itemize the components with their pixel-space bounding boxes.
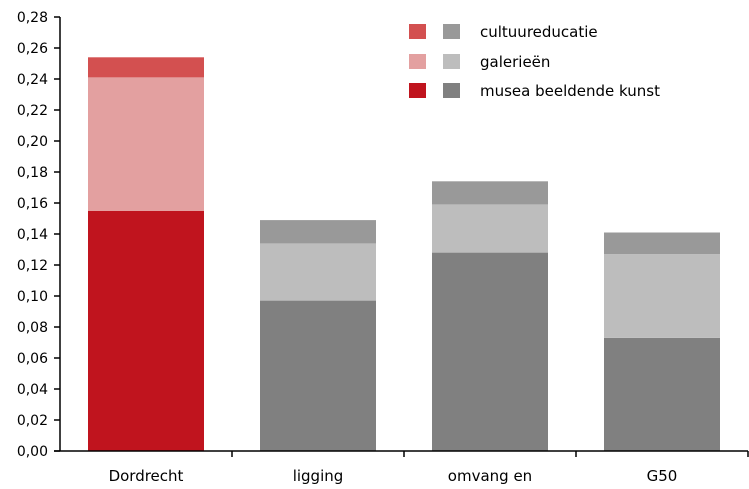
y-tick-label: 0,22 [17, 103, 48, 119]
y-tick-label: 0,16 [17, 196, 48, 212]
x-tick-label: Dordrecht [109, 467, 184, 485]
y-tick-label: 0,18 [17, 165, 48, 181]
bar-segment-g50-series-2 [604, 232, 720, 255]
legend-swatch-highlight [409, 24, 426, 39]
legend-swatch-highlight [409, 54, 426, 69]
bar-segment-ligging-series-0 [260, 300, 376, 451]
bar-segment-omvang-en-series-2 [432, 181, 548, 205]
legend: cultuureducatie galerieën musea beeldende … [409, 23, 660, 100]
bar-segment-g50-series-0 [604, 337, 720, 451]
legend-label: musea beeldende kunst [480, 82, 660, 100]
y-tick-label: 0,02 [17, 413, 48, 429]
y-tick-label: 0,28 [17, 10, 48, 26]
y-tick-label: 0,24 [17, 72, 48, 88]
bar-segment-omvang-en-series-0 [432, 252, 548, 451]
legend-swatch-highlight [409, 83, 426, 98]
bar-segment-dordrecht-series-0 [88, 210, 204, 451]
x-tick-label: omvang en [448, 467, 532, 485]
y-tick-label: 0,10 [17, 289, 48, 305]
x-tick-label: G50 [647, 467, 678, 485]
legend-swatch-default [443, 54, 460, 69]
bars-layer [88, 57, 720, 451]
y-tick-label: 0,00 [17, 444, 48, 460]
bar-segment-dordrecht-series-1 [88, 77, 204, 211]
y-tick-label: 0,20 [17, 134, 48, 150]
legend-swatch-default [443, 24, 460, 39]
y-tick-label: 0,14 [17, 227, 48, 243]
legend-label: galerieën [480, 53, 550, 71]
y-tick-label: 0,12 [17, 258, 48, 274]
bar-segment-ligging-series-1 [260, 243, 376, 301]
legend-label: cultuureducatie [480, 23, 598, 41]
y-tick-label: 0,26 [17, 41, 48, 57]
y-tick-label: 0,08 [17, 320, 48, 336]
legend-swatch-default [443, 83, 460, 98]
bar-segment-g50-series-1 [604, 254, 720, 338]
x-tick-label: ligging [293, 467, 344, 485]
bar-segment-omvang-en-series-1 [432, 204, 548, 253]
bar-segment-ligging-series-2 [260, 220, 376, 244]
y-tick-label: 0,04 [17, 382, 48, 398]
bar-segment-dordrecht-series-2 [88, 57, 204, 78]
axes-layer: Dordrecht ligging omvang en G50 0,00 0,02 0,04… [17, 10, 749, 485]
y-tick-label: 0,06 [17, 351, 48, 367]
